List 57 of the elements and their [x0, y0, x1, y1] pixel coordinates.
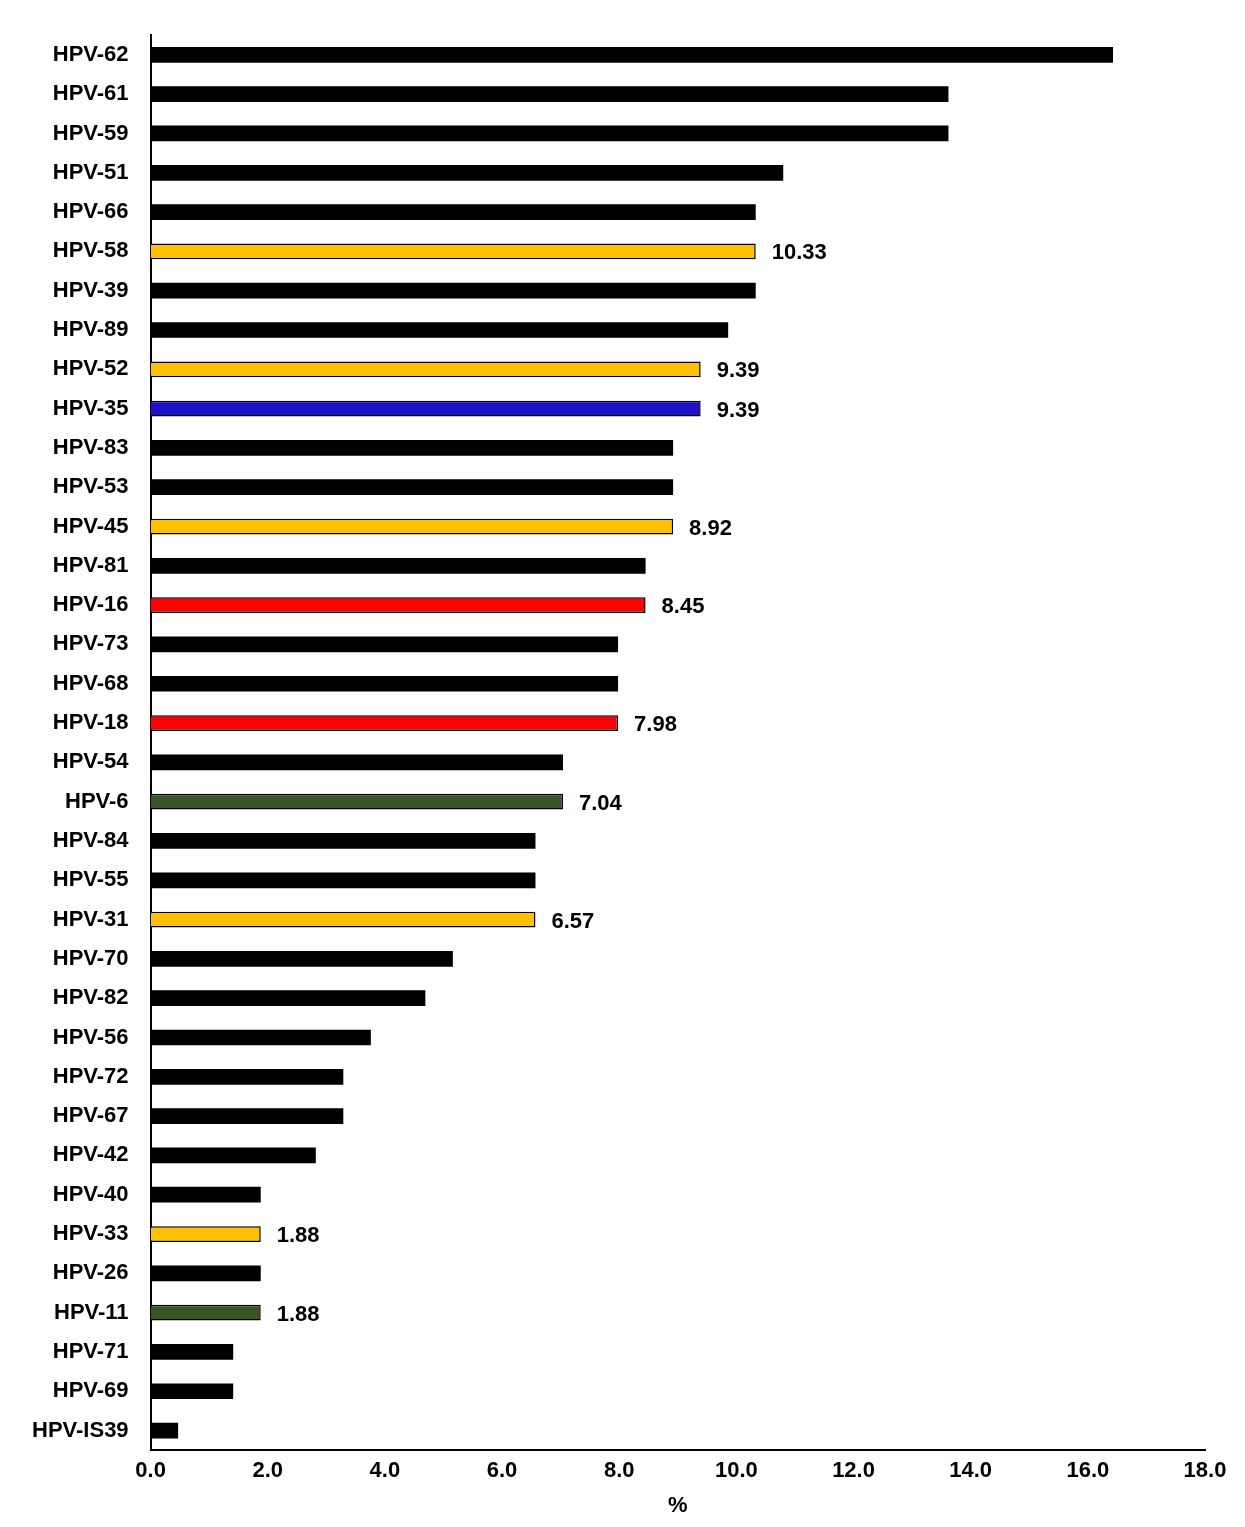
- y-tick-label: HPV-31: [52, 905, 129, 931]
- y-tick-label: HPV-73: [52, 630, 129, 656]
- x-tick-label: 18.0: [1183, 1457, 1227, 1483]
- y-tick-label: HPV-70: [52, 944, 129, 970]
- data-label: 7.98: [634, 711, 677, 737]
- x-axis-title: %: [668, 1491, 688, 1517]
- x-tick-label: 12.0: [832, 1457, 875, 1483]
- y-tick-label: HPV-55: [52, 866, 129, 892]
- y-tick-label: HPV-26: [52, 1259, 129, 1285]
- y-tick-label: HPV-72: [52, 1062, 129, 1088]
- x-tick-label: 8.0: [603, 1457, 635, 1483]
- y-tick-label: HPV-56: [52, 1023, 129, 1049]
- y-tick-label: HPV-81: [52, 551, 129, 577]
- y-tick-label: HPV-82: [52, 984, 129, 1010]
- x-tick-label: 6.0: [486, 1457, 518, 1483]
- data-label: 9.39: [716, 357, 760, 383]
- y-tick-label: HPV-53: [52, 473, 129, 499]
- y-tick-label: HPV-54: [52, 748, 130, 774]
- y-tick-label: HPV-16: [52, 591, 129, 617]
- y-tick-label: HPV-61: [52, 80, 129, 106]
- y-tick-label: HPV-33: [52, 1220, 129, 1246]
- data-label: 1.88: [276, 1300, 320, 1326]
- y-tick-label: HPV-11: [54, 1298, 129, 1324]
- y-tick-label: HPV-IS39: [32, 1416, 129, 1442]
- y-tick-label: HPV-35: [52, 394, 129, 420]
- y-tick-label: HPV-68: [52, 669, 129, 695]
- y-tick-label: HPV-18: [52, 709, 129, 735]
- y-tick-label: HPV-40: [52, 1180, 129, 1206]
- data-label: 8.45: [661, 593, 705, 619]
- y-tick-label: HPV-89: [52, 316, 129, 342]
- y-tick-label: HPV-71: [52, 1338, 129, 1363]
- y-tick-label: HPV-45: [52, 512, 129, 538]
- y-tick-label: HPV-6: [65, 787, 129, 813]
- y-tick-label: HPV-52: [52, 355, 129, 381]
- y-tick-label: HPV-39: [52, 276, 129, 302]
- y-tick-label: HPV-51: [52, 158, 129, 184]
- x-tick-label: 4.0: [369, 1457, 401, 1483]
- x-tick-label: 0.0: [135, 1457, 166, 1483]
- y-tick-label: HPV-69: [52, 1377, 129, 1403]
- y-tick-label: HPV-58: [52, 237, 129, 263]
- x-tick-label: 10.0: [714, 1457, 758, 1483]
- data-label: 8.92: [689, 514, 732, 540]
- data-label: 9.39: [716, 396, 760, 422]
- data-label: 7.04: [578, 789, 623, 815]
- x-tick-label: 2.0: [252, 1457, 284, 1483]
- y-tick-label: HPV-42: [52, 1141, 129, 1167]
- x-tick-label: 14.0: [949, 1457, 993, 1483]
- x-tick-label: 16.0: [1066, 1457, 1110, 1483]
- data-label: 6.57: [551, 907, 595, 933]
- y-tick-label: HPV-66: [52, 198, 129, 224]
- y-tick-label: HPV-67: [52, 1102, 129, 1128]
- data-label: 1.88: [276, 1222, 320, 1248]
- y-tick-label: HPV-59: [52, 119, 129, 145]
- y-tick-label: HPV-84: [52, 827, 130, 853]
- y-tick-label: HPV-62: [52, 40, 129, 66]
- y-tick-label: HPV-83: [52, 433, 129, 459]
- data-label: 10.33: [771, 239, 827, 265]
